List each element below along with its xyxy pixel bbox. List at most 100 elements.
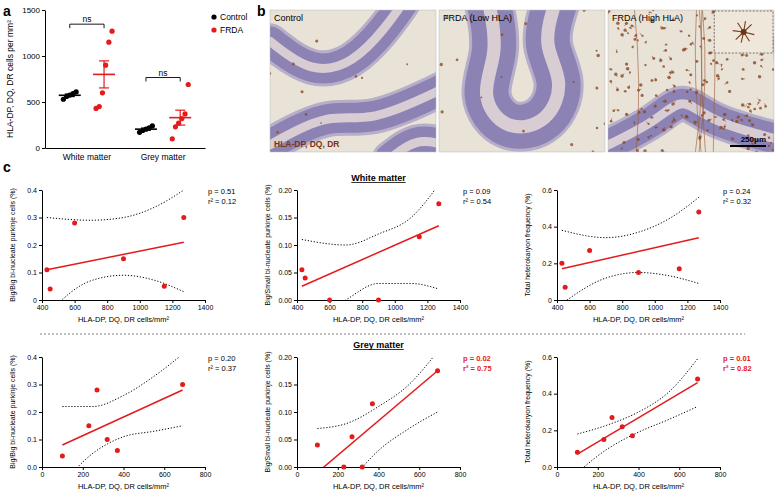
tick-label: 800 xyxy=(357,304,369,311)
tick-label: 0.15 xyxy=(278,214,292,221)
cell-body xyxy=(702,111,705,114)
tick-label: 400 xyxy=(633,471,645,478)
stained-cell xyxy=(662,100,666,103)
cell-body xyxy=(624,29,627,32)
stained-cell xyxy=(631,45,633,48)
cell-body xyxy=(620,33,623,36)
data-point xyxy=(630,433,635,438)
cell-body xyxy=(627,86,630,89)
stained-cell xyxy=(643,149,646,152)
significance-bracket xyxy=(146,78,180,82)
cell-body xyxy=(726,58,729,61)
cell-process xyxy=(663,66,665,68)
stained-cell xyxy=(655,126,659,128)
stained-cell xyxy=(669,70,672,74)
stained-cell xyxy=(682,48,685,51)
axis-title: HLA-DP, DQ, DR cells/mm² xyxy=(333,315,425,324)
plot-area xyxy=(562,197,699,300)
stained-cell xyxy=(753,61,756,64)
tick-label: 0.4 xyxy=(542,390,552,397)
cell-body xyxy=(629,27,631,29)
error-cap xyxy=(175,124,185,125)
stained-cell xyxy=(620,33,623,37)
axis-line xyxy=(43,300,206,301)
cell-process xyxy=(627,114,629,115)
cell-process xyxy=(717,63,720,65)
stained-cell xyxy=(654,104,657,107)
tick-mark xyxy=(554,300,557,301)
cell-process xyxy=(648,137,650,140)
tick: 0 xyxy=(36,144,45,153)
stained-cell xyxy=(320,122,322,124)
cell-body xyxy=(703,79,706,82)
stained-cell xyxy=(630,24,634,27)
tick-label: 0.20 xyxy=(278,187,292,194)
data-point xyxy=(186,82,191,87)
tick: 0.6 xyxy=(542,354,557,361)
cell-process xyxy=(679,30,681,32)
cell-process xyxy=(611,118,613,121)
stained-cell xyxy=(624,90,627,92)
stained-cell xyxy=(662,65,665,68)
section-underline xyxy=(353,349,404,350)
tick-mark xyxy=(39,385,42,386)
stained-cell xyxy=(440,63,443,66)
stained-cell xyxy=(643,110,646,113)
cell-body xyxy=(710,63,712,65)
cell-body xyxy=(645,41,647,43)
data-point xyxy=(360,465,365,470)
stained-cell xyxy=(622,141,625,144)
cell-body xyxy=(640,108,642,110)
axis-title: Total heterokaryon frequency (%) xyxy=(524,360,532,463)
cell-process xyxy=(699,138,700,140)
tick-label: 0 xyxy=(33,297,37,304)
stained-cell xyxy=(695,60,698,63)
cell-body xyxy=(636,149,639,152)
cell-process xyxy=(616,109,618,110)
cell-body xyxy=(522,130,525,133)
cell-body xyxy=(440,110,443,113)
panel-label: a xyxy=(3,3,11,19)
tick-label: 0.15 xyxy=(278,381,292,388)
confidence-band xyxy=(62,426,182,467)
data-point xyxy=(435,368,440,373)
cell-body xyxy=(772,149,774,152)
axis: 0200400600800 xyxy=(41,467,212,478)
cell-body xyxy=(717,77,719,79)
tick-label: 0.0 xyxy=(27,464,37,471)
legend-label: Control xyxy=(220,12,248,22)
data-point xyxy=(350,434,355,439)
cell-process xyxy=(668,109,670,110)
cell-process xyxy=(663,50,666,52)
tick-mark xyxy=(140,300,141,303)
stained-cell xyxy=(698,25,700,28)
tick: 1400 xyxy=(198,300,214,311)
data-point xyxy=(370,401,375,406)
cell-process xyxy=(726,59,727,60)
tick-mark xyxy=(395,300,396,303)
tick-mark xyxy=(39,440,42,441)
axis-line xyxy=(557,191,558,301)
stained-cell xyxy=(695,90,698,94)
tick: 0.00 xyxy=(278,297,297,304)
stained-cell xyxy=(758,98,761,101)
cell-process xyxy=(695,122,696,125)
tick: 1200 xyxy=(680,300,696,311)
stained-cell xyxy=(686,90,688,93)
data-point xyxy=(115,448,120,453)
error-cap xyxy=(99,60,109,61)
section-title: Grey matter xyxy=(353,340,404,350)
stained-cell xyxy=(667,109,670,111)
stat-annotation: r² = 0.82 xyxy=(723,364,752,373)
tick-mark xyxy=(83,467,84,470)
stained-cell xyxy=(723,124,725,128)
inset xyxy=(714,11,773,53)
data-point xyxy=(121,256,126,261)
stained-cell xyxy=(671,102,675,106)
cell-process xyxy=(738,115,740,117)
stained-cell xyxy=(480,96,482,98)
cell-body xyxy=(406,63,408,65)
stat-annotation: r² = 0.37 xyxy=(208,364,236,373)
stained-cell xyxy=(689,88,692,90)
stained-cell xyxy=(723,113,727,117)
